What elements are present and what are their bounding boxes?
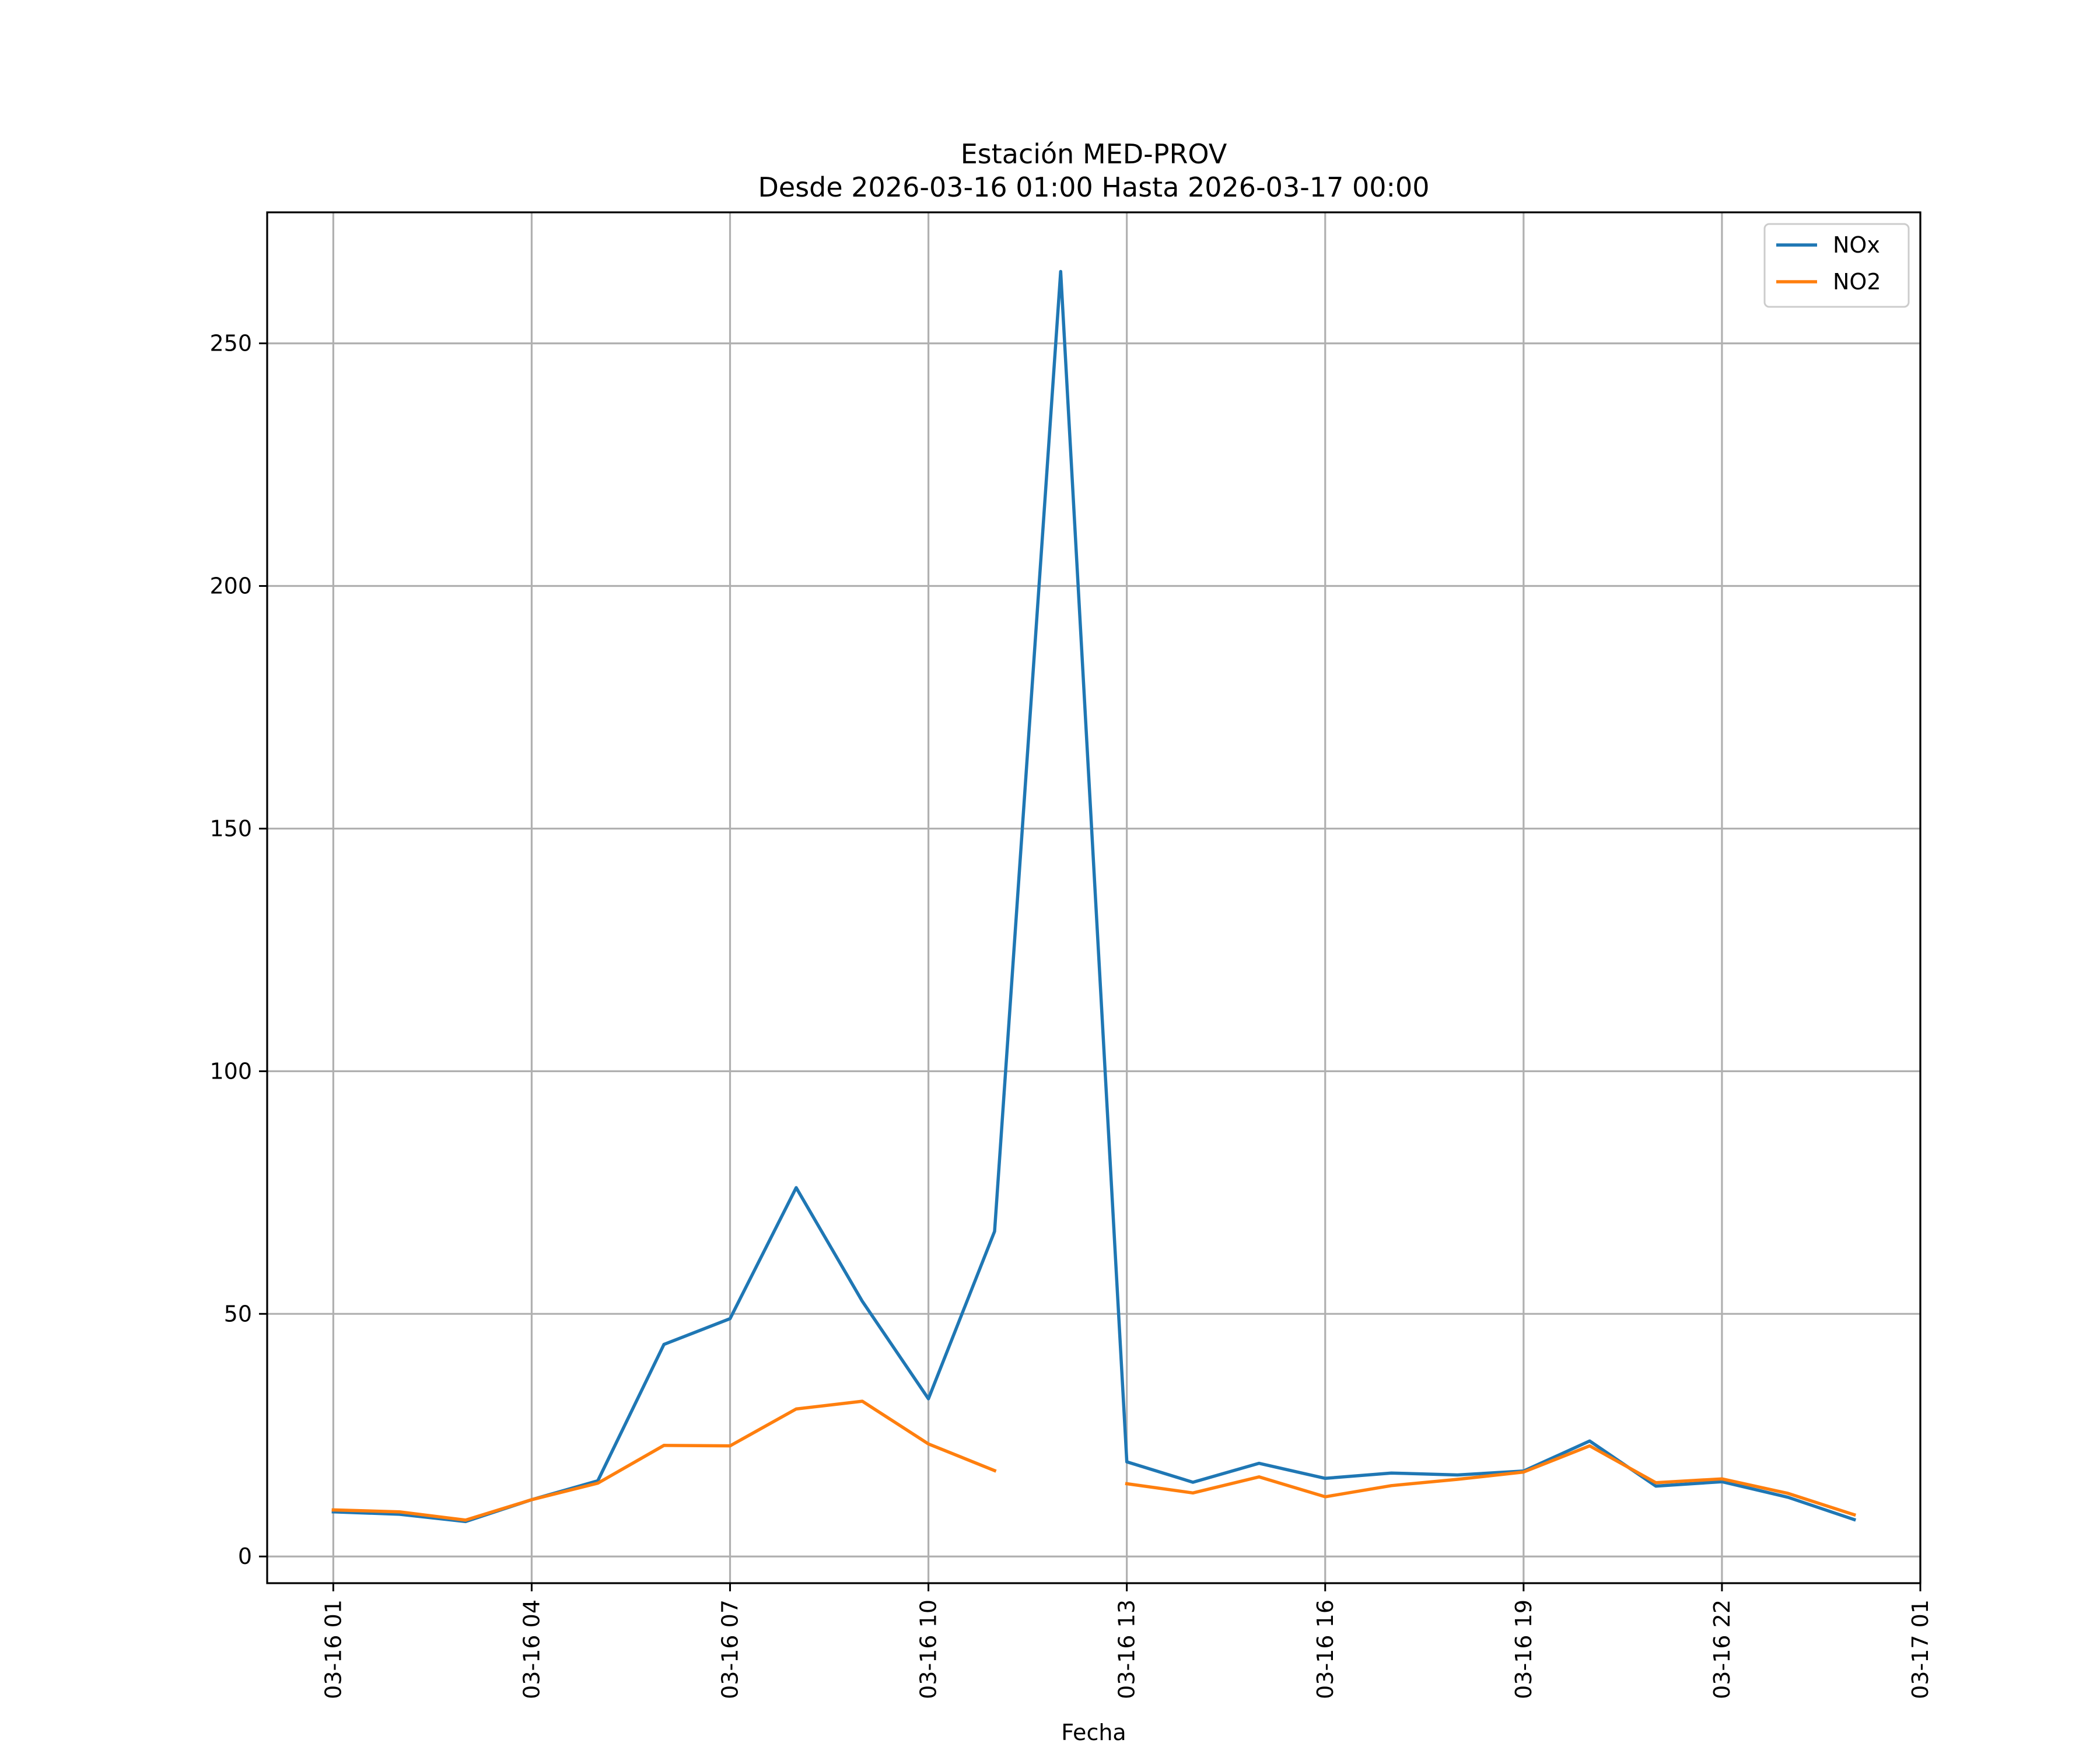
x-tick-label: 03-16 07 <box>718 1600 743 1699</box>
series-layer <box>331 270 1857 1524</box>
x-tick-label: 03-16 01 <box>320 1600 346 1699</box>
y-tick-label: 200 <box>209 573 252 599</box>
series-line-nox <box>331 270 1857 1524</box>
y-tick-label: 250 <box>209 331 252 356</box>
legend-label-no2: NO2 <box>1833 269 1881 295</box>
series-line-no2 <box>331 1399 997 1522</box>
x-tick-label: 03-16 19 <box>1511 1600 1536 1699</box>
y-tick-label: 100 <box>209 1058 252 1084</box>
y-tick-label: 150 <box>209 816 252 841</box>
legend-label-nox: NOx <box>1833 232 1880 258</box>
y-axis-ticks: 0 50 100 150 200 250 <box>209 331 267 1569</box>
x-tick-label: 03-16 10 <box>916 1600 942 1699</box>
chart-title: Estación MED-PROV <box>961 138 1227 170</box>
y-tick-label: 0 <box>238 1544 252 1569</box>
x-tick-label: 03-16 04 <box>519 1600 544 1699</box>
plot-frame <box>266 211 1922 1584</box>
x-tick-label: 03-16 16 <box>1312 1600 1338 1699</box>
chart-subtitle: Desde 2026-03-16 01:00 Hasta 2026-03-17 … <box>758 172 1429 203</box>
legend: NOx NO2 <box>1763 223 1910 308</box>
x-tick-label: 03-16 22 <box>1709 1600 1735 1699</box>
x-axis-label: Fecha <box>1061 1720 1126 1745</box>
y-tick-label: 50 <box>224 1301 252 1326</box>
series-line-no2 <box>1125 1444 1857 1517</box>
x-tick-label: 03-17 01 <box>1908 1600 1933 1699</box>
x-tick-label: 03-16 13 <box>1114 1600 1140 1699</box>
x-axis-ticks: 03-16 01 03-16 04 03-16 07 03-16 10 03-16 13… <box>320 1583 1933 1699</box>
